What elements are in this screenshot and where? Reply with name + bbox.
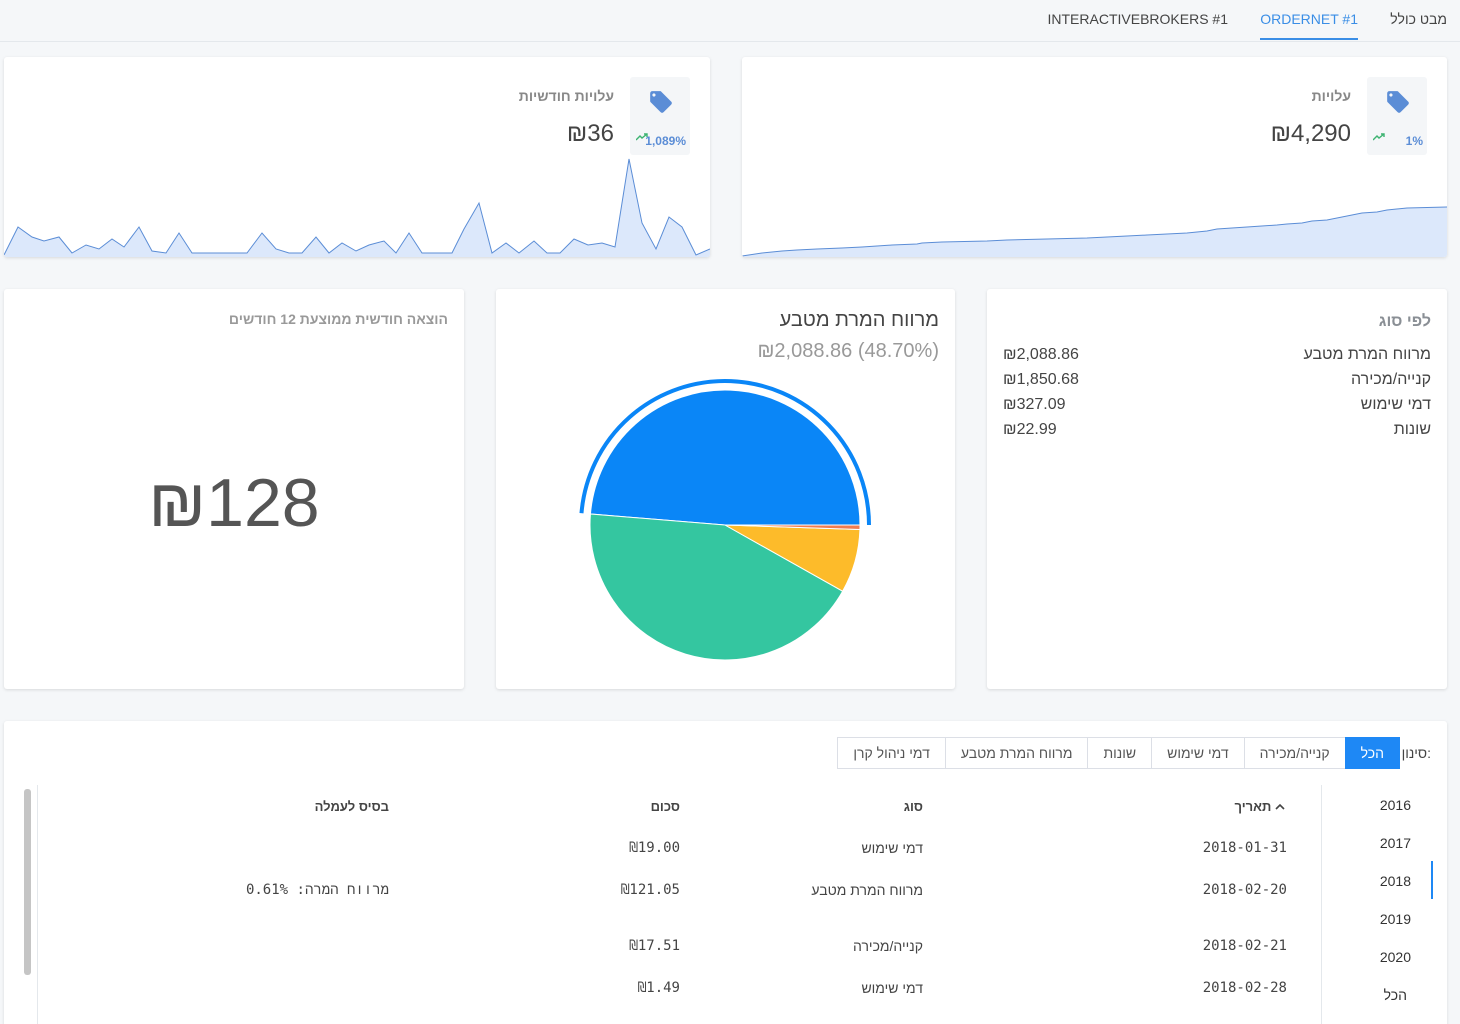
year-item-selected[interactable]: 2018 — [1379, 873, 1411, 889]
sort-ascending-icon — [1275, 803, 1285, 810]
tab-ordernet[interactable]: ORDERNET #1 — [1260, 11, 1358, 40]
tab-interactivebrokers[interactable]: INTERACTIVEBROKERS #1 — [1047, 11, 1229, 27]
total-costs-change: 1% — [1405, 134, 1423, 148]
row-date: 2018-02-20 — [1202, 882, 1287, 898]
table-scrollbar[interactable] — [20, 785, 38, 1024]
type-amount: ₪327.09 — [1003, 396, 1066, 413]
pie-active-highlight — [579, 379, 871, 526]
price-tag-icon — [650, 91, 672, 113]
by-type-title: לפי סוג — [1378, 313, 1431, 330]
type-amount: ₪2,088.86 — [1003, 346, 1079, 363]
monthly-costs-card: 1,089% עלויות חודשיות ₪36 — [4, 57, 710, 257]
row-amount: ₪17.51 — [629, 938, 680, 954]
type-row: דמי שימוש ₪327.09 — [1003, 396, 1431, 421]
type-name: מרווח המרת מטבע — [1303, 346, 1431, 363]
monthly-costs-icon-box: 1,089% — [630, 77, 690, 155]
year-list: 2016 2017 2018 2019 2020 הכל — [1321, 785, 1433, 1024]
avg-monthly-value: ₪128 — [148, 465, 320, 541]
year-selected-indicator — [1431, 861, 1433, 899]
type-name: קנייה/מכירה — [1351, 371, 1431, 388]
filter-misc-button[interactable]: שונות — [1087, 737, 1153, 769]
pie-slice[interactable] — [589, 513, 844, 661]
monthly-costs-sparkline — [4, 158, 710, 257]
row-amount: ₪121.05 — [620, 882, 680, 898]
type-row: קנייה/מכירה ₪1,850.68 — [1003, 371, 1431, 396]
total-costs-value: ₪4,290 — [1270, 120, 1351, 147]
row-amount: ₪1.49 — [637, 980, 680, 996]
pie-slice[interactable] — [724, 524, 861, 531]
type-row: שונות ₪22.99 — [1003, 421, 1431, 446]
trend-up-icon — [636, 133, 648, 141]
column-header-type[interactable]: סוג — [903, 799, 923, 814]
type-amount: ₪22.99 — [1003, 421, 1057, 438]
row-type: מרווח המרת מטבע — [811, 882, 923, 898]
pie-chart[interactable] — [496, 289, 955, 689]
date-header-label: תאריך — [1234, 799, 1272, 814]
price-tag-icon — [1387, 91, 1409, 113]
column-header-date[interactable]: תאריך — [1235, 799, 1287, 814]
tab-overview[interactable]: מבט כולל — [1390, 11, 1447, 27]
row-date: 2018-02-28 — [1202, 980, 1287, 996]
pie-slice[interactable] — [589, 389, 861, 526]
year-item[interactable]: 2020 — [1379, 949, 1411, 965]
pie-title: מרווח המרת מטבע — [779, 309, 939, 331]
total-costs-card: 1% עלויות ₪4,290 — [742, 57, 1447, 257]
row-basis: מרווח המרה: 0.61% — [245, 882, 389, 898]
avg-monthly-card: הוצאה חודשית ממוצעת 12 חודשים ₪128 — [4, 289, 464, 689]
year-item-all[interactable]: הכל — [1383, 987, 1407, 1003]
by-type-card: לפי סוג מרווח המרת מטבע ₪2,088.86 קנייה/… — [987, 289, 1447, 689]
type-amount: ₪1,850.68 — [1003, 371, 1079, 388]
monthly-costs-label: עלויות חודשיות — [518, 88, 614, 104]
column-header-basis[interactable]: בסיס לעמלה — [314, 799, 389, 814]
pie-card: מרווח המרת מטבע ₪2,088.86 (48.70%) — [496, 289, 955, 689]
type-row: מרווח המרת מטבע ₪2,088.86 — [1003, 346, 1431, 371]
year-item[interactable]: 2019 — [1379, 911, 1411, 927]
trend-up-icon — [1373, 133, 1385, 141]
filter-buysell-button[interactable]: קנייה/מכירה — [1243, 737, 1346, 769]
row-date: 2018-02-21 — [1202, 938, 1287, 954]
row-type: דמי שימוש — [861, 980, 923, 996]
column-header-amount[interactable]: סכום — [650, 799, 680, 814]
total-costs-sparkline — [742, 206, 1447, 257]
pie-subtitle: ₪2,088.86 (48.70%) — [757, 340, 939, 362]
monthly-costs-value: ₪36 — [566, 120, 614, 147]
avg-monthly-title: הוצאה חודשית ממוצעת 12 חודשים — [228, 311, 448, 327]
transactions-card: סינון: הכל קנייה/מכירה דמי שימוש שונות מ… — [4, 721, 1447, 1024]
filter-buttons: הכל קנייה/מכירה דמי שימוש שונות מרווח המ… — [837, 737, 1400, 769]
type-name: שונות — [1393, 421, 1431, 438]
row-type: קנייה/מכירה — [853, 938, 923, 954]
filter-usage-fee-button[interactable]: דמי שימוש — [1151, 737, 1245, 769]
scrollbar-thumb[interactable] — [24, 789, 31, 975]
row-type: דמי שימוש — [861, 840, 923, 856]
total-costs-label: עלויות — [1311, 88, 1351, 104]
row-date: 2018-01-31 — [1202, 840, 1287, 856]
filter-label: סינון: — [1401, 745, 1431, 761]
type-name: דמי שימוש — [1360, 396, 1431, 413]
filter-fund-fee-button[interactable]: דמי ניהול קרן — [837, 737, 946, 769]
account-tabs: מבט כולל ORDERNET #1 INTERACTIVEBROKERS … — [0, 0, 1460, 42]
total-costs-icon-box: 1% — [1367, 77, 1427, 155]
monthly-costs-change: 1,089% — [645, 134, 686, 148]
year-item[interactable]: 2017 — [1379, 835, 1411, 851]
filter-all-button[interactable]: הכל — [1344, 737, 1400, 769]
filter-fx-spread-button[interactable]: מרווח המרת מטבע — [944, 737, 1089, 769]
year-item[interactable]: 2016 — [1379, 797, 1411, 813]
row-amount: ₪19.00 — [629, 840, 680, 856]
